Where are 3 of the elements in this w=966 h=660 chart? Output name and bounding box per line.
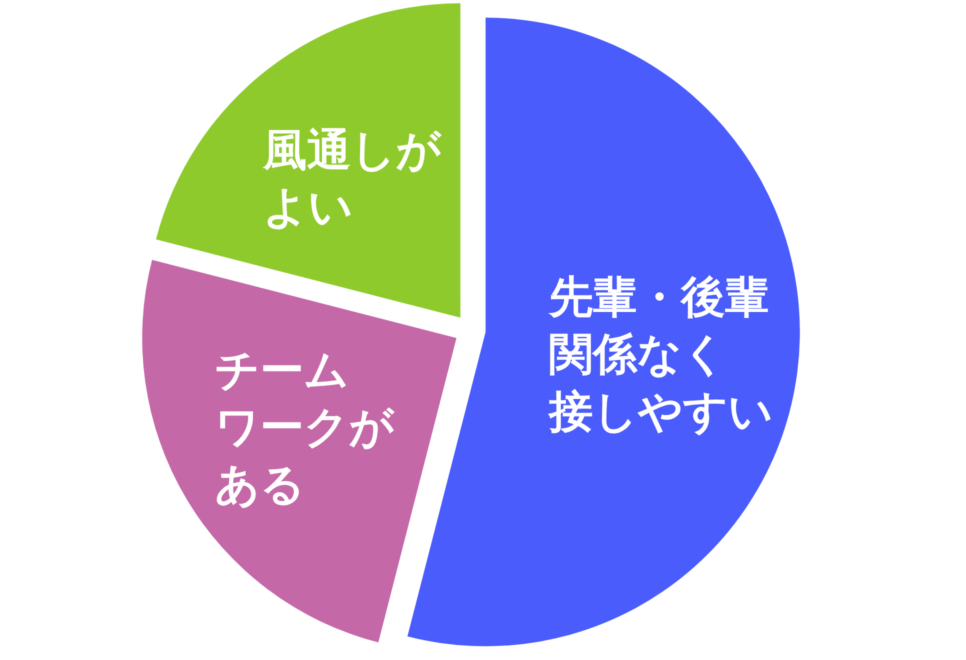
slice-label: 風通しがよい: [262, 125, 442, 234]
slice-label: 先輩・後輩関係なく接しやすい: [547, 272, 773, 438]
slice-label: チームワークがある: [215, 345, 395, 510]
